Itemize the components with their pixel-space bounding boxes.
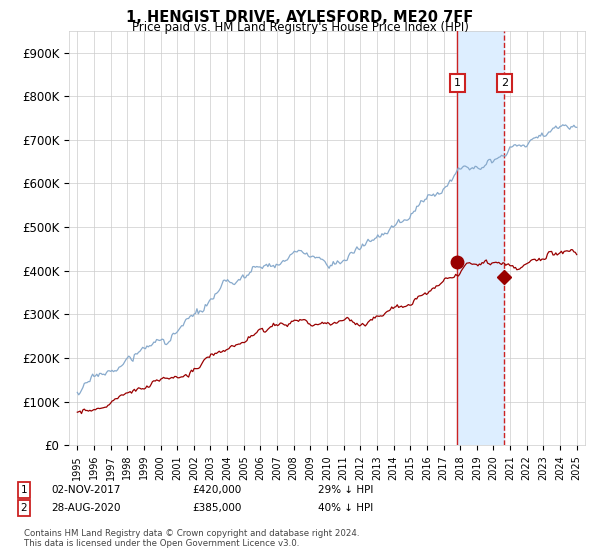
Text: Price paid vs. HM Land Registry's House Price Index (HPI): Price paid vs. HM Land Registry's House … xyxy=(131,21,469,34)
Bar xyxy=(457,31,504,445)
Text: Contains HM Land Registry data © Crown copyright and database right 2024.
This d: Contains HM Land Registry data © Crown c… xyxy=(24,529,359,548)
Text: 1: 1 xyxy=(20,485,28,495)
Text: 2: 2 xyxy=(20,503,28,513)
Text: 40% ↓ HPI: 40% ↓ HPI xyxy=(318,503,373,513)
Text: 28-AUG-2020: 28-AUG-2020 xyxy=(51,503,121,513)
Text: 1: 1 xyxy=(454,78,461,88)
Text: 02-NOV-2017: 02-NOV-2017 xyxy=(51,485,121,495)
Text: 29% ↓ HPI: 29% ↓ HPI xyxy=(318,485,373,495)
Text: 2: 2 xyxy=(501,78,508,88)
Text: 1, HENGIST DRIVE, AYLESFORD, ME20 7FF: 1, HENGIST DRIVE, AYLESFORD, ME20 7FF xyxy=(127,10,473,25)
Text: £420,000: £420,000 xyxy=(192,485,241,495)
Text: £385,000: £385,000 xyxy=(192,503,241,513)
